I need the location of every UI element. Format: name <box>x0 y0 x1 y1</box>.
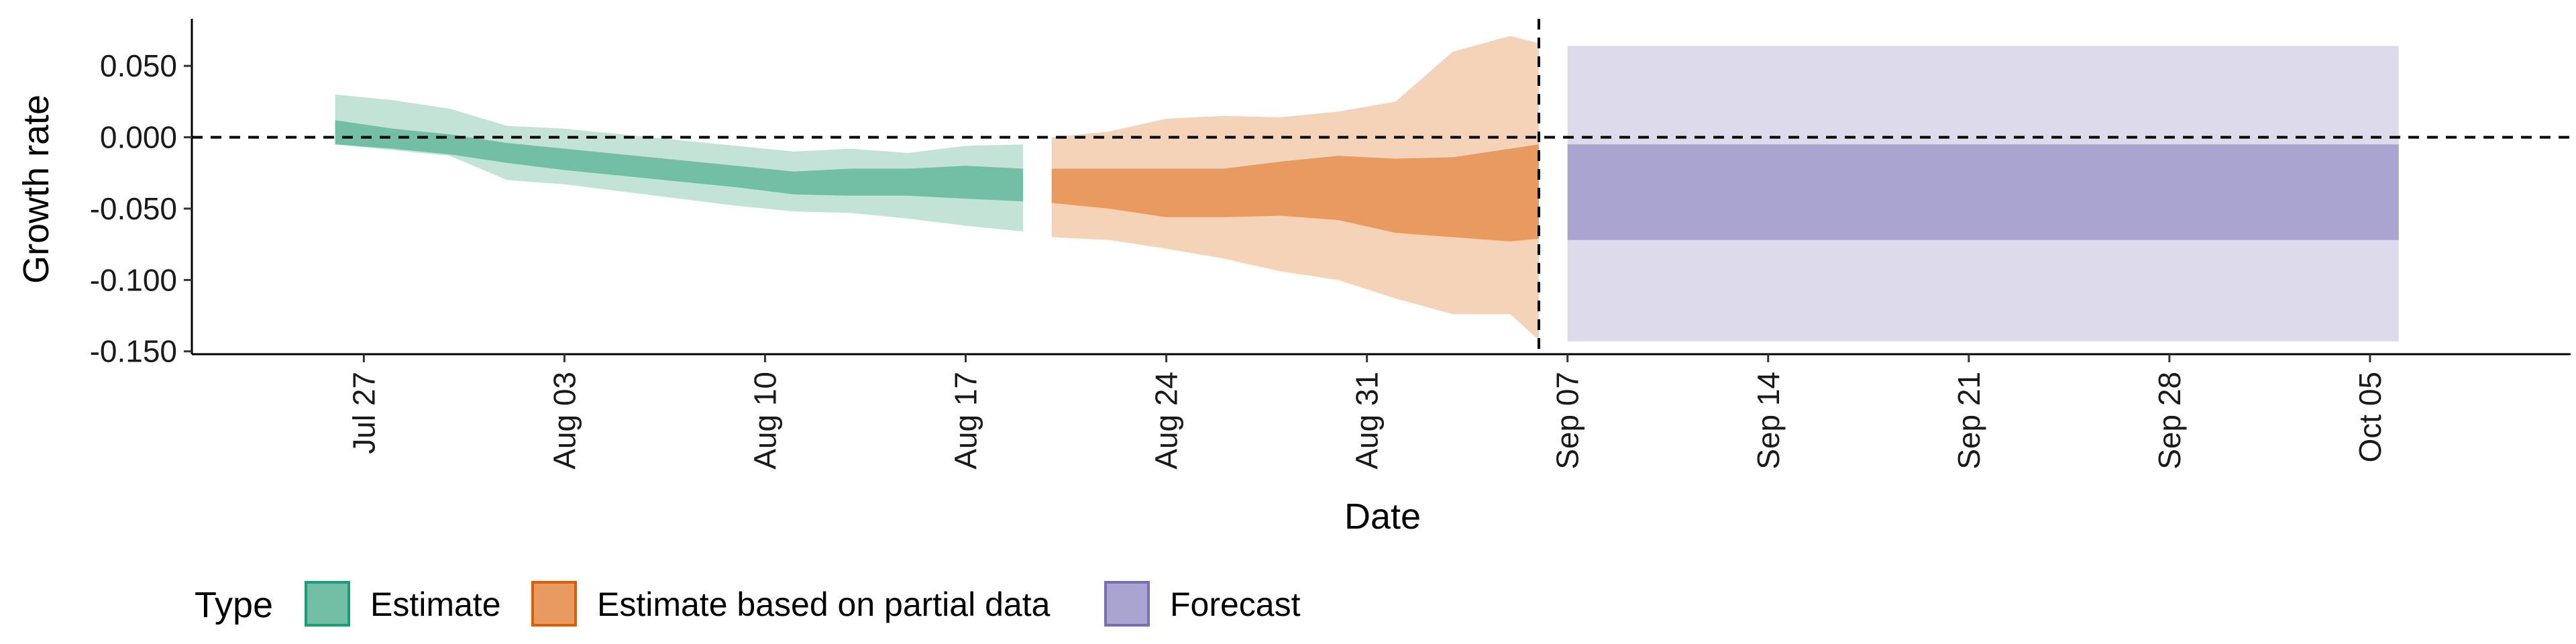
x-tick-label: Aug 24 <box>1149 372 1184 470</box>
legend-label-forecast: Forecast <box>1170 586 1301 623</box>
x-tick-label: Jul 27 <box>346 372 381 454</box>
x-tick-label: Sep 07 <box>1550 372 1585 470</box>
y-tick-label: 0.050 <box>100 48 177 83</box>
uncertainty-bands <box>335 36 2399 341</box>
x-axis-title: Date <box>1344 496 1421 537</box>
x-tick-label: Aug 10 <box>748 372 783 470</box>
x-tick-label: Sep 28 <box>2152 372 2187 470</box>
x-tick-label: Sep 14 <box>1751 372 1786 470</box>
legend-title: Type <box>195 585 273 625</box>
legend-key-estimate-based-on-partial-data <box>531 581 577 627</box>
x-axis-ticks: Jul 27 Aug 03 Aug 10 Aug 17 Aug 24 Aug 31 Sep … <box>346 354 2387 470</box>
y-axis-title: Growth rate <box>16 95 56 284</box>
x-tick-label: Sep 21 <box>1951 372 1986 470</box>
legend-key-forecast <box>1104 581 1150 627</box>
legend-label-estimate: Estimate <box>370 586 501 623</box>
legend: Type Estimate Estimate based on partial d… <box>195 581 1301 627</box>
legend-label-estimate-based-on-partial-data: Estimate based on partial data <box>597 586 1051 623</box>
y-axis-ticks: 0.050 0.000 -0.050 -0.100 -0.150 <box>90 48 192 369</box>
estimate-band-50 <box>335 120 1024 202</box>
x-tick-label: Aug 17 <box>949 372 983 470</box>
y-tick-label: -0.050 <box>90 191 177 226</box>
y-tick-label: 0.000 <box>100 120 177 155</box>
legend-key-estimate <box>305 581 350 627</box>
y-tick-label: -0.150 <box>90 334 177 369</box>
forecast-band-50 <box>1567 144 2399 240</box>
estimate-based-on-partial-data-band-50 <box>1051 144 1539 241</box>
x-tick-label: Oct 05 <box>2353 372 2387 463</box>
y-tick-label: -0.100 <box>90 262 177 297</box>
x-tick-label: Aug 31 <box>1350 372 1385 470</box>
reference-lines <box>192 19 2571 354</box>
axes <box>191 19 2571 356</box>
x-tick-label: Aug 03 <box>547 372 582 470</box>
